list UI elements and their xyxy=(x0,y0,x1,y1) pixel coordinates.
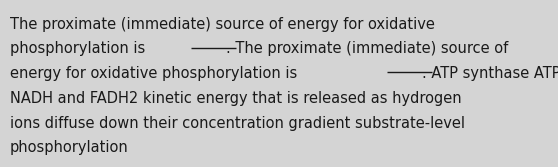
Text: phosphorylation is: phosphorylation is xyxy=(10,41,150,56)
Text: ions diffuse down their concentration gradient substrate-level: ions diffuse down their concentration gr… xyxy=(10,116,465,131)
Text: NADH and FADH2 kinetic energy that is released as hydrogen: NADH and FADH2 kinetic energy that is re… xyxy=(10,91,461,106)
Text: energy for oxidative phosphorylation is: energy for oxidative phosphorylation is xyxy=(10,66,302,81)
Text: The proximate (immediate) source of energy for oxidative: The proximate (immediate) source of ener… xyxy=(10,17,435,32)
Text: phosphorylation: phosphorylation xyxy=(10,140,129,155)
Text: . ATP synthase ATP: . ATP synthase ATP xyxy=(422,66,558,81)
Text: . The proximate (immediate) source of: . The proximate (immediate) source of xyxy=(227,41,508,56)
